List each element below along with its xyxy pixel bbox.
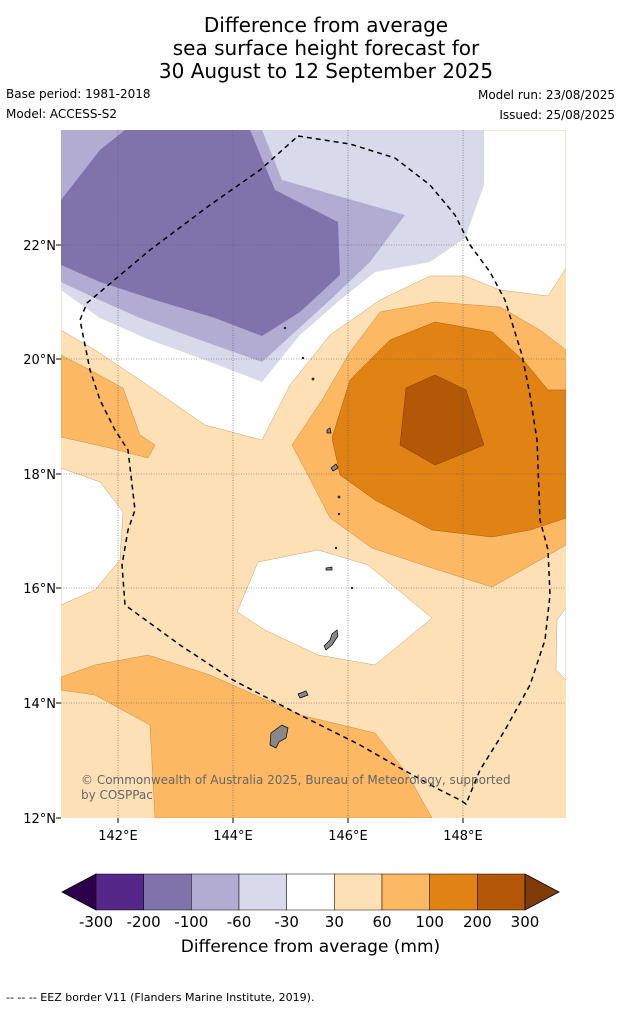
- colorbar-segment: [238, 873, 287, 911]
- copyright-line-2: by COSPPac: [81, 788, 153, 802]
- colorbar-extend-max: [524, 873, 560, 911]
- anomaly-band-neg100-neg200: [61, 130, 340, 336]
- title-line-1: Difference from average: [203, 13, 449, 37]
- pagan-island: [330, 463, 339, 472]
- rota-island: [297, 690, 309, 699]
- lat-label-16n: 16°N: [23, 582, 56, 597]
- anomaly-band-neutral-east: [555, 607, 566, 681]
- saipan-island: [323, 629, 339, 651]
- colorbar-tick-label: 200: [463, 913, 492, 931]
- axis-ticks: [56, 244, 464, 823]
- eez-border-note: -- -- -- EEZ border V11 (Flanders Marine…: [6, 991, 315, 1004]
- colorbar-tick-label: 100: [415, 913, 444, 931]
- anomaly-band-60-100-southwest: [61, 654, 433, 818]
- lon-label-146e: 146°E: [328, 829, 368, 844]
- colorbar: [61, 873, 560, 911]
- anatahan-island: [325, 566, 333, 571]
- model-name-text: Model: ACCESS-S2: [6, 107, 118, 121]
- colorbar-tick-label: -30: [274, 913, 299, 931]
- guam-island: [269, 724, 289, 749]
- land-islands: [269, 326, 354, 749]
- colorbar-extend-min: [61, 873, 97, 911]
- colorbar-segment: [429, 873, 478, 911]
- lat-label-14n: 14°N: [23, 697, 56, 712]
- copyright-notice: © Commonwealth of Australia 2025, Bureau…: [81, 773, 511, 802]
- colorbar-tick-label: 30: [325, 913, 344, 931]
- colorbar-tick-label: -100: [174, 913, 208, 931]
- graticule: [61, 130, 566, 818]
- anomaly-band-60-100-west: [61, 354, 156, 459]
- lon-label-142e: 142°E: [98, 829, 138, 844]
- colorbar-segment: [286, 873, 335, 911]
- longitude-labels: 142°E 144°E 146°E 148°E: [98, 829, 483, 844]
- anomaly-band-neutral-west: [61, 467, 124, 606]
- colorbar-tick-label: -300: [79, 913, 113, 931]
- title-line-2: sea surface height forecast for: [172, 36, 480, 60]
- lat-label-12n: 12°N: [23, 812, 56, 827]
- agrihan-island: [326, 427, 332, 434]
- lon-label-148e: 148°E: [443, 829, 483, 844]
- colorbar-segment: [191, 873, 240, 911]
- model-run-text: Model run: 23/08/2025: [477, 88, 615, 102]
- colorbar-tick-labels: -300 -200 -100 -60 -30 30 60 100 200 300: [79, 913, 539, 931]
- colorbar-tick-label: 300: [511, 913, 540, 931]
- colorbar-tick-label: -200: [127, 913, 161, 931]
- lat-label-22n: 22°N: [23, 239, 56, 254]
- lat-label-18n: 18°N: [23, 468, 56, 483]
- colorbar-segment: [381, 873, 430, 911]
- colorbar-segment: [334, 873, 383, 911]
- colorbar-tick-label: -60: [227, 913, 252, 931]
- latitude-labels: 22°N 20°N 18°N 16°N 14°N 12°N: [23, 239, 56, 827]
- base-period-text: Base period: 1981-2018: [6, 87, 151, 101]
- lon-label-144e: 144°E: [213, 829, 253, 844]
- title-line-3: 30 August to 12 September 2025: [158, 59, 494, 83]
- colorbar-segment: [95, 873, 144, 911]
- colorbar-segment: [477, 873, 526, 911]
- anomaly-band-neutral-central: [236, 549, 433, 666]
- lat-label-20n: 20°N: [23, 353, 56, 368]
- issued-date-text: Issued: 25/08/2025: [499, 108, 615, 122]
- colorbar-segment: [143, 873, 192, 911]
- colorbar-tick-label: 60: [372, 913, 391, 931]
- map-title: Difference from average sea surface heig…: [0, 14, 621, 83]
- colorbar-label: Difference from average (mm): [180, 937, 441, 957]
- copyright-line-1: © Commonwealth of Australia 2025, Bureau…: [81, 773, 511, 787]
- eez-border: [79, 135, 551, 806]
- anomaly-fill-layer: [61, 130, 566, 818]
